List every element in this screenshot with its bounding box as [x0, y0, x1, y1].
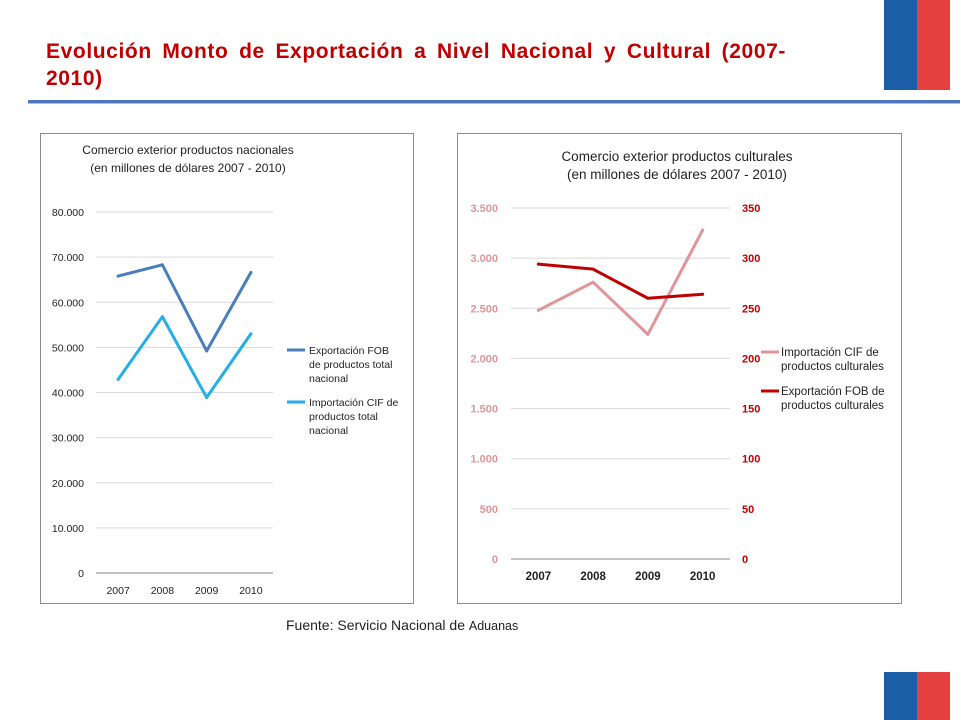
y-tick-label: 80.000 [52, 207, 84, 219]
y-tick-label: 0 [78, 568, 84, 580]
y-tick-label: 30.000 [52, 433, 84, 445]
y-tick-label: 70.000 [52, 252, 84, 264]
y-left-tick-label: 1.000 [470, 454, 498, 466]
legend-label: de productos total [309, 359, 392, 371]
data-point [205, 349, 209, 353]
data-point [701, 228, 705, 232]
series-line-1 [116, 263, 253, 353]
legend-label: Exportación FOB de [781, 386, 885, 398]
data-point [116, 377, 120, 381]
y-left-tick-label: 3.000 [470, 253, 498, 265]
chart-subtitle: (en millones de dólares 2007 - 2010) [567, 167, 787, 182]
y-left-tick-label: 3.500 [470, 203, 498, 215]
y-left-tick-label: 2.500 [470, 303, 498, 315]
y-tick-label: 20.000 [52, 478, 84, 490]
page-title: Evolución Monto de Exportación a Nivel N… [46, 40, 786, 90]
data-point [536, 262, 540, 266]
chart-panel-cultural: Comercio exterior productos culturales (e… [457, 133, 902, 604]
series-line-2 [536, 262, 705, 300]
y-right-tick-label: 350 [742, 203, 760, 215]
data-point [116, 274, 120, 278]
x-tick-label: 2008 [151, 585, 175, 597]
y-right-tick-label: 300 [742, 253, 760, 265]
y-right-tick-label: 0 [742, 554, 748, 566]
series-line-1 [536, 228, 705, 336]
chart-subtitle: (en millones de dólares 2007 - 2010) [90, 161, 285, 175]
x-tick-label: 2009 [195, 585, 219, 597]
series-line-2 [116, 315, 253, 399]
source-suffix: Aduanas [468, 619, 519, 633]
data-point [536, 308, 540, 312]
data-point [591, 280, 595, 284]
data-point [160, 315, 164, 319]
flag-top [884, 0, 950, 90]
y-left-tick-label: 2.000 [470, 353, 498, 365]
y-tick-label: 50.000 [52, 342, 84, 354]
data-point [646, 332, 650, 336]
y-right-tick-label: 50 [742, 504, 754, 516]
y-right-tick-label: 250 [742, 303, 760, 315]
data-point [591, 267, 595, 271]
legend-label: Importación CIF de [781, 347, 879, 359]
y-right-tick-label: 200 [742, 353, 760, 365]
x-tick-label: 2008 [580, 571, 606, 583]
data-point [646, 296, 650, 300]
chart-nacional: Comercio exterior productos nacionales (e… [52, 143, 399, 597]
data-point [249, 332, 253, 336]
flag-bottom [884, 672, 950, 720]
legend-label: nacional [309, 373, 348, 385]
legend-label: Importación CIF de [309, 397, 398, 409]
x-tick-label: 2010 [690, 571, 716, 583]
legend-label: productos culturales [781, 400, 884, 412]
x-tick-label: 2007 [106, 585, 130, 597]
chart-title: Comercio exterior productos nacionales [82, 143, 293, 157]
title-underline-light [28, 103, 960, 104]
y-tick-label: 40.000 [52, 388, 84, 400]
y-tick-label: 10.000 [52, 523, 84, 535]
x-tick-label: 2007 [526, 571, 552, 583]
title-underline [28, 100, 960, 103]
x-tick-label: 2010 [239, 585, 263, 597]
legend-label: nacional [309, 425, 348, 437]
x-tick-label: 2009 [635, 571, 661, 583]
y-left-tick-label: 1.500 [470, 404, 498, 416]
chart-panel-nacional: Comercio exterior productos nacionales (e… [40, 133, 414, 604]
data-point [160, 263, 164, 267]
y-tick-label: 60.000 [52, 297, 84, 309]
data-point [205, 395, 209, 399]
source-note: Fuente: Servicio Nacional de Aduanas [286, 617, 518, 633]
chart-cultural: Comercio exterior productos culturales (e… [470, 149, 885, 583]
y-right-tick-label: 100 [742, 454, 760, 466]
y-left-tick-label: 0 [492, 554, 498, 566]
data-point [249, 270, 253, 274]
y-right-tick-label: 150 [742, 404, 760, 416]
chart-title: Comercio exterior productos culturales [561, 149, 792, 164]
legend-label: Exportación FOB [309, 345, 389, 357]
y-left-tick-label: 500 [480, 504, 498, 516]
legend-label: productos total [309, 411, 378, 423]
data-point [701, 292, 705, 296]
source-prefix: Fuente: Servicio Nacional de [286, 617, 469, 633]
legend-label: productos culturales [781, 361, 884, 373]
